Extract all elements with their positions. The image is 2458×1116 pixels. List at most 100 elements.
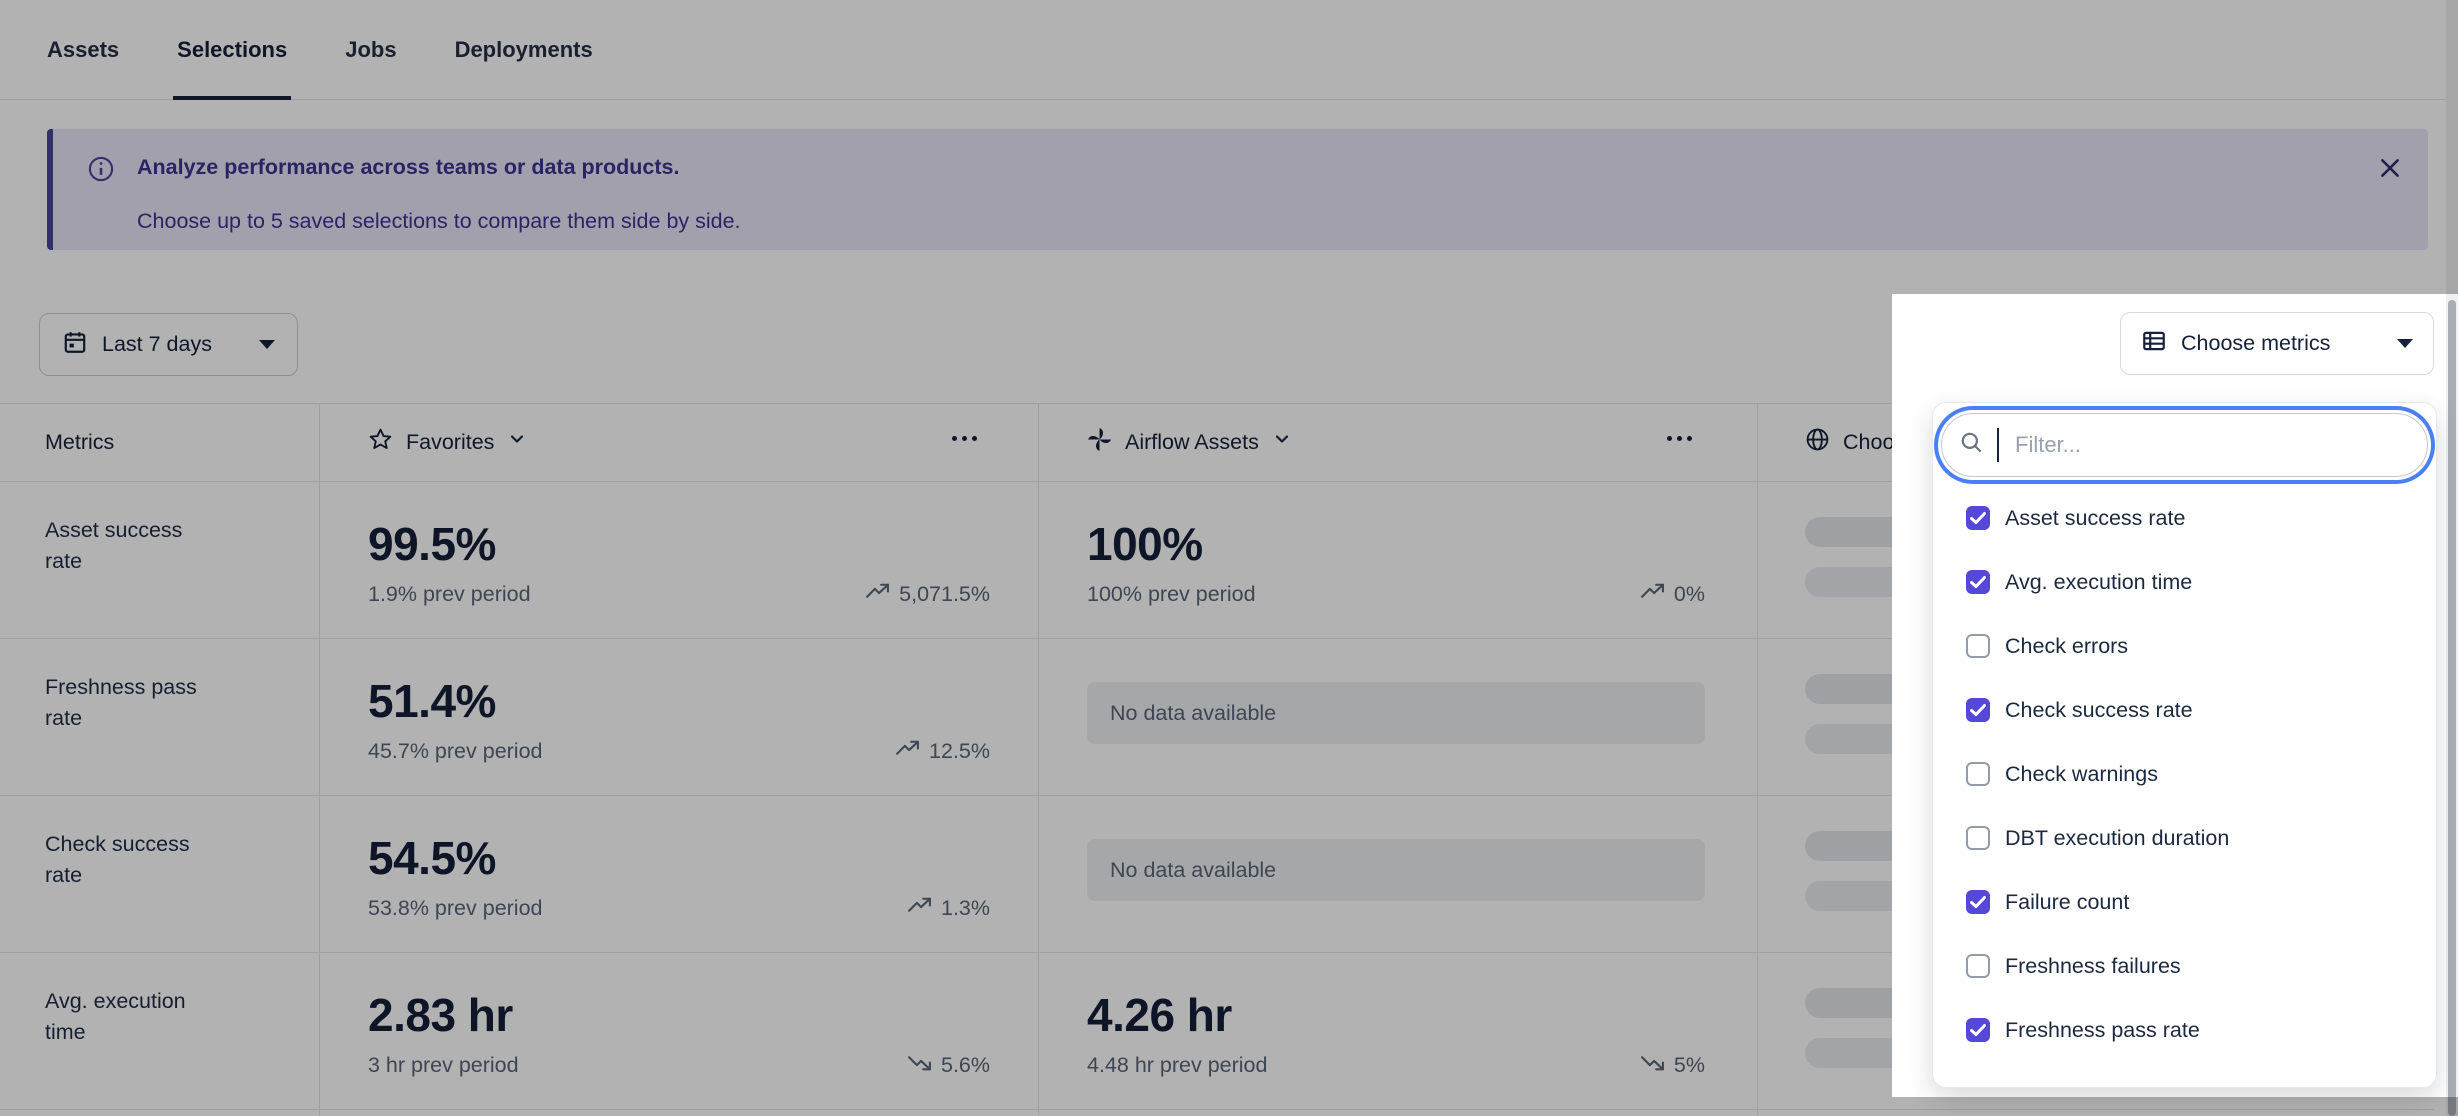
- trend-value: 1.3%: [940, 896, 990, 920]
- metric-value: 4.26 hr: [1087, 989, 1232, 1041]
- metric-option[interactable]: Check warnings: [1933, 742, 2436, 806]
- checked-checkbox[interactable]: [1966, 1018, 1990, 1042]
- metric-option[interactable]: Check errors: [1933, 614, 2436, 678]
- no-data-label: No data available: [1110, 857, 1277, 882]
- star-icon: [368, 427, 393, 458]
- scrollbar-track[interactable]: [2446, 0, 2458, 1116]
- date-range-label: Last 7 days: [102, 332, 212, 356]
- table-row-border: [0, 638, 2434, 639]
- date-range-button[interactable]: Last 7 days: [39, 313, 298, 376]
- metric-option-label: Avg. execution time: [2005, 569, 2193, 594]
- unchecked-checkbox[interactable]: [1966, 634, 1990, 658]
- checked-checkbox[interactable]: [1966, 890, 1990, 914]
- chevron-down-icon: [507, 429, 527, 455]
- table-row-border: [0, 403, 2434, 404]
- checked-checkbox[interactable]: [1966, 506, 1990, 530]
- tab-assets[interactable]: Assets: [45, 0, 121, 99]
- metrics-popover: Asset success rate Avg. execution time C…: [1932, 402, 2437, 1088]
- column-menu-icon[interactable]: [1667, 436, 1692, 441]
- metric-option[interactable]: Asset success rate: [1933, 486, 2436, 550]
- chevron-down-icon: [259, 340, 275, 349]
- close-icon[interactable]: [2377, 155, 2403, 181]
- trend-indicator: 5,071.5%: [865, 579, 990, 610]
- trend-up-icon: [907, 893, 932, 924]
- trend-value: 0%: [1673, 582, 1705, 606]
- trend-down-icon: [907, 1050, 932, 1081]
- metrics-column-header: Metrics: [45, 403, 114, 481]
- table-column-border: [319, 403, 320, 1116]
- choose-metrics-label: Choose metrics: [2181, 331, 2331, 355]
- metric-option[interactable]: Failure count: [1933, 870, 2436, 934]
- search-icon: [1959, 430, 1985, 461]
- table-column-border: [1757, 403, 1758, 1116]
- unchecked-checkbox[interactable]: [1966, 826, 1990, 850]
- chevron-down-icon: [1272, 429, 1292, 455]
- choose-metrics-button[interactable]: Choose metrics: [2120, 312, 2434, 375]
- tab-selections[interactable]: Selections: [173, 0, 292, 100]
- table-grid-icon: [2141, 328, 2167, 359]
- table-column-border: [1038, 403, 1039, 1116]
- prev-period-label: 3 hr prev period: [368, 1053, 519, 1077]
- selection-column-header[interactable]: Favorites: [368, 403, 527, 481]
- tab-label: Selections: [177, 36, 288, 62]
- tab-label: Assets: [47, 36, 120, 62]
- trend-up-icon: [895, 736, 920, 767]
- trend-value: 5,071.5%: [899, 582, 990, 606]
- metrics-header-label: Metrics: [45, 429, 115, 454]
- metric-option-label: Failure count: [2005, 889, 2130, 914]
- metric-subline: 100% prev period 0%: [1087, 579, 1705, 610]
- metric-subline: 4.48 hr prev period 5%: [1087, 1050, 1705, 1081]
- column-menu-icon[interactable]: [952, 436, 977, 441]
- dim-overlay-bottom: [1892, 1097, 2458, 1116]
- metric-value: 99.5%: [368, 518, 496, 570]
- metric-option[interactable]: DBT execution duration: [1933, 806, 2436, 870]
- info-banner: Analyze performance across teams or data…: [47, 129, 2428, 250]
- metric-option[interactable]: Avg. execution time: [1933, 550, 2436, 614]
- top-nav: Assets Selections Jobs Deployments: [0, 0, 2458, 100]
- tab-deployments[interactable]: Deployments: [453, 0, 595, 99]
- choose-metrics-container: Choose metrics Asset success rate Avg. e…: [1892, 294, 2446, 1097]
- text-cursor: [1997, 428, 1999, 462]
- metric-subline: 1.9% prev period 5,071.5%: [368, 579, 990, 610]
- scrollbar-thumb[interactable]: [2448, 300, 2456, 1116]
- trend-indicator: 5%: [1640, 1050, 1705, 1081]
- tab-jobs[interactable]: Jobs: [343, 0, 398, 99]
- prev-period-label: 1.9% prev period: [368, 582, 531, 606]
- table-row-border: [0, 952, 2434, 953]
- no-data-chip: No data available: [1087, 682, 1705, 744]
- info-icon: [87, 155, 115, 188]
- metric-value: 2.83 hr: [368, 989, 513, 1041]
- metric-option-label: Check warnings: [2005, 761, 2158, 786]
- prev-period-label: 45.7% prev period: [368, 739, 543, 763]
- metric-option-label: Freshness failures: [2005, 953, 2181, 978]
- chevron-down-icon: [2397, 339, 2413, 348]
- table-row-border: [0, 795, 2434, 796]
- pinwheel-icon: [1087, 427, 1112, 458]
- checked-checkbox[interactable]: [1966, 698, 1990, 722]
- metric-option[interactable]: Freshness pass rate: [1933, 998, 2436, 1062]
- unchecked-checkbox[interactable]: [1966, 954, 1990, 978]
- metric-row-label: Freshness pass rate: [45, 675, 197, 730]
- trend-up-icon: [865, 579, 890, 610]
- no-data-chip: No data available: [1087, 839, 1705, 901]
- globe-icon: [1805, 427, 1830, 458]
- table-row-border: [0, 1109, 2434, 1110]
- metric-row-label: Check success rate: [45, 832, 190, 887]
- no-data-label: No data available: [1110, 700, 1277, 725]
- banner-subtitle: Choose up to 5 saved selections to compa…: [137, 209, 741, 233]
- metric-option[interactable]: Check success rate: [1933, 678, 2436, 742]
- metric-subline: 45.7% prev period 12.5%: [368, 736, 990, 767]
- metric-option-label: Check errors: [2005, 633, 2129, 658]
- trend-up-icon: [1640, 579, 1665, 610]
- metric-options-list: Asset success rate Avg. execution time C…: [1933, 486, 2436, 1062]
- filter-field[interactable]: [1941, 413, 2428, 477]
- filter-input[interactable]: [2011, 432, 2427, 458]
- metric-option-label: Asset success rate: [2005, 505, 2186, 530]
- selection-column-header[interactable]: Airflow Assets: [1087, 403, 1292, 481]
- checked-checkbox[interactable]: [1966, 570, 1990, 594]
- banner-title: Analyze performance across teams or data…: [137, 155, 680, 179]
- unchecked-checkbox[interactable]: [1966, 762, 1990, 786]
- metric-option[interactable]: Freshness failures: [1933, 934, 2436, 998]
- calendar-icon: [62, 329, 88, 360]
